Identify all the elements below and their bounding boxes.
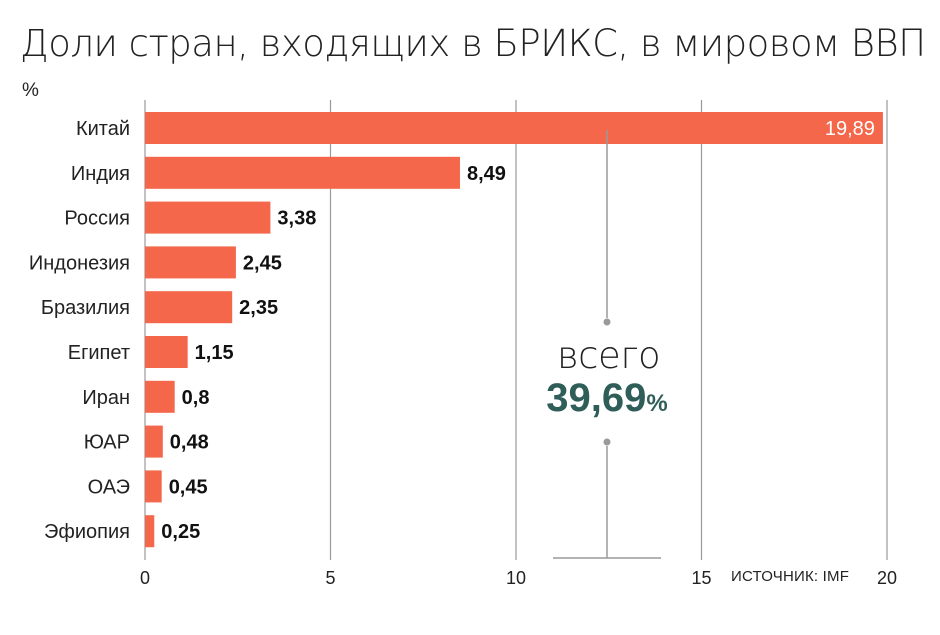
category-label: ОАЭ (88, 476, 130, 498)
x-tick-label: 20 (877, 568, 897, 588)
bars (145, 112, 883, 548)
connector-dot-bottom (603, 438, 611, 446)
bar (145, 291, 233, 324)
bar (145, 336, 188, 368)
bar (145, 156, 460, 189)
value-label: 8,49 (467, 163, 506, 185)
bar (145, 380, 175, 413)
category-label: Египет (68, 342, 130, 364)
category-label: Индонезия (29, 252, 130, 274)
category-label: Россия (64, 208, 130, 230)
total-unit: % (646, 390, 668, 417)
value-label: 0,48 (170, 432, 209, 454)
connector-dot-top (603, 318, 611, 326)
value-label: 3,38 (277, 208, 316, 230)
value-label: 19,89 (825, 118, 875, 140)
value-labels: 19,89 8,49 3,38 2,45 2,35 1,15 0,8 0,48 0,45 0,25 (161, 118, 875, 543)
unit-label: % (22, 80, 39, 101)
total-number: 39,69 (546, 376, 647, 420)
bar (145, 112, 883, 144)
total-label: всего (557, 334, 661, 377)
x-tick-label: 15 (691, 568, 711, 588)
category-label: Китай (76, 118, 130, 140)
category-label: ЮАР (84, 432, 130, 454)
bar (145, 201, 271, 234)
x-tick-label: 5 (325, 568, 335, 588)
bar (145, 515, 155, 548)
category-label: Индия (71, 163, 130, 185)
bar (145, 425, 163, 458)
total-value: 39,69% (522, 376, 692, 421)
category-label: Эфиопия (44, 521, 130, 543)
x-tick-labels: 0 5 10 15 20 (140, 568, 897, 588)
value-label: 1,15 (195, 342, 234, 364)
value-label: 0,8 (182, 387, 210, 409)
category-label: Иран (82, 387, 130, 409)
x-tick-label: 0 (140, 568, 150, 588)
x-tick-label: 10 (506, 568, 526, 588)
category-label: Бразилия (41, 297, 130, 319)
total-connector (553, 130, 661, 559)
value-label: 2,45 (243, 252, 282, 274)
category-labels: Китай Индия Россия Индонезия Бразилия Египет И… (29, 118, 130, 543)
value-label: 0,45 (169, 476, 208, 498)
bar (145, 470, 162, 503)
value-label: 0,25 (161, 521, 200, 543)
value-label: 2,35 (239, 297, 278, 319)
source-note: ИСТОЧНИК: IMF (731, 568, 850, 585)
bar (145, 246, 236, 279)
chart-title: Доли стран, входящих в БРИКС, в мировом … (20, 22, 926, 65)
